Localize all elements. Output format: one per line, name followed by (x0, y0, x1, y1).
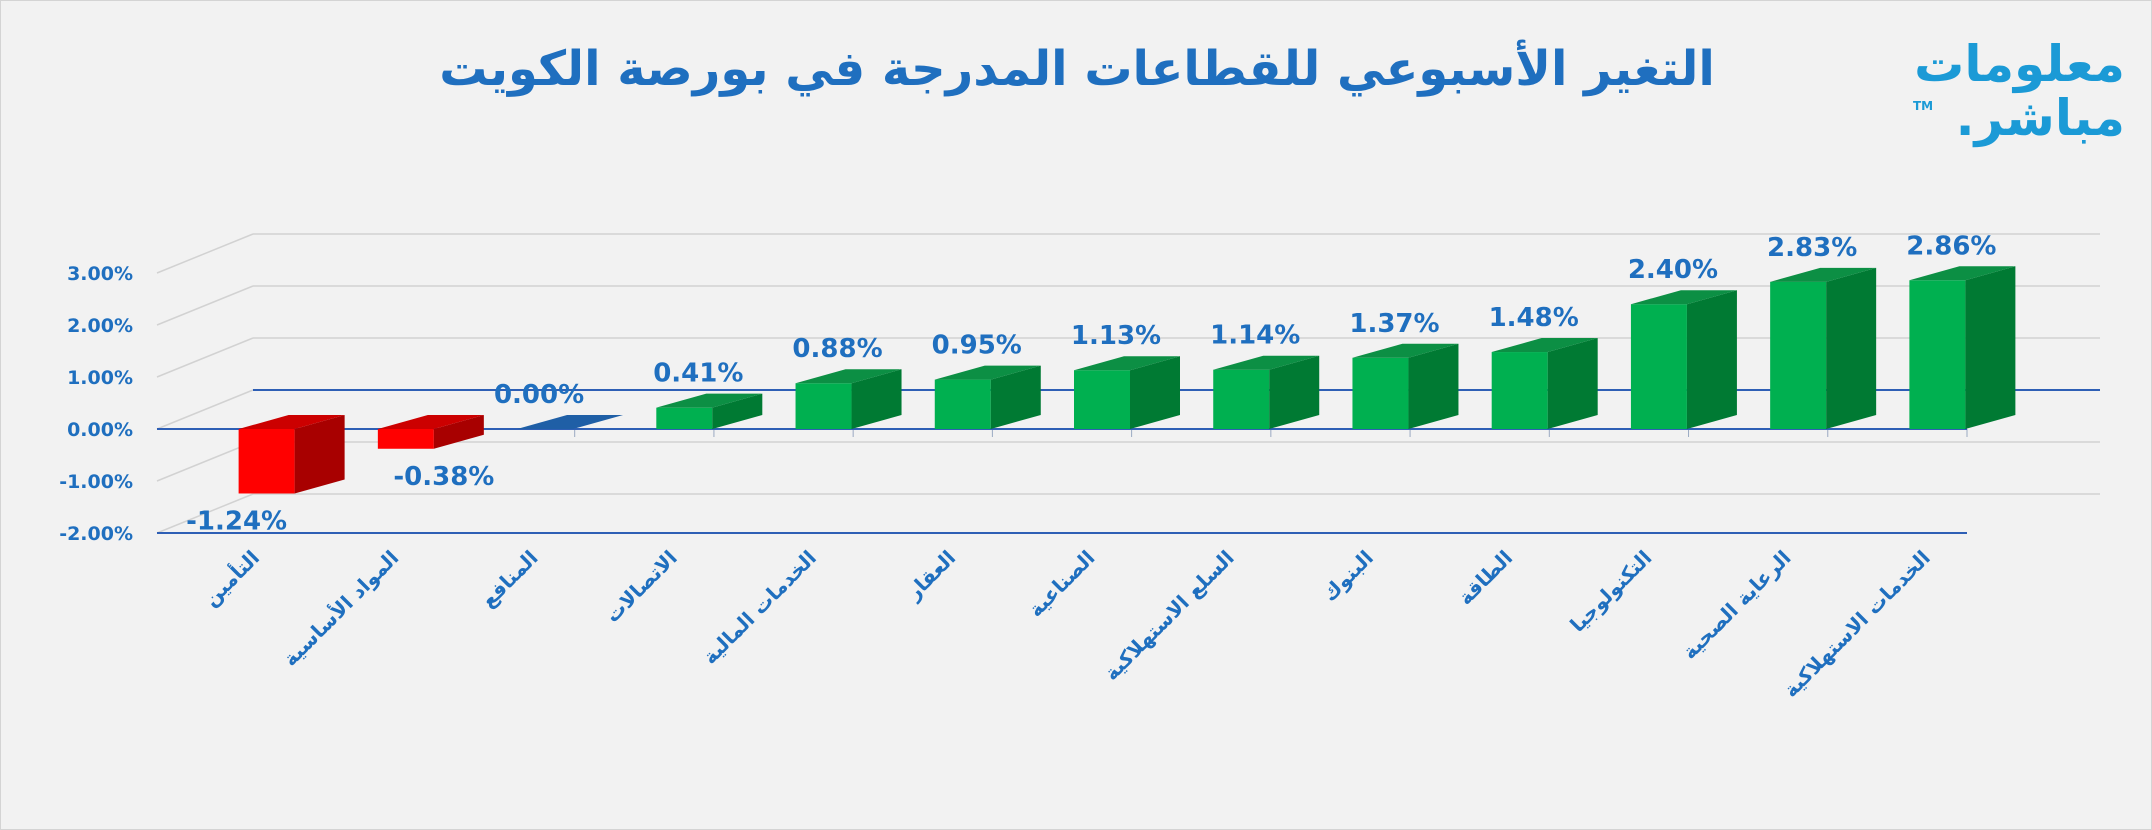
x-category-label: الرعاية الصحية (1677, 546, 1795, 664)
bars (238, 266, 2016, 494)
bar-front (238, 429, 295, 494)
bar-front (1074, 370, 1130, 429)
bar-side (1547, 338, 1598, 429)
bar (1352, 343, 1459, 429)
data-label: 0.88% (792, 334, 882, 364)
x-category-label: السلع الاستهلاكية (1099, 546, 1239, 686)
bar-side (712, 393, 763, 429)
bar (1909, 266, 2016, 429)
data-labels: -1.24% -0.38% 0.00% 0.41% 0.88% 0.95% 1.13% 1.1… (186, 231, 1996, 536)
bar-front (1909, 280, 1966, 429)
data-label: 2.86% (1906, 231, 1996, 261)
bar-side (1826, 267, 1877, 429)
bar-side (1408, 343, 1459, 429)
data-label: -0.38% (393, 462, 494, 492)
data-label: 0.41% (653, 359, 743, 389)
bar-side (1130, 356, 1180, 429)
bar (1770, 267, 1877, 429)
bar-top (656, 393, 763, 408)
y-tick-label: 0.00% (67, 419, 133, 441)
data-label: 1.14% (1210, 321, 1300, 351)
bar-side (1965, 266, 2016, 429)
y-tick-label: -1.00% (59, 471, 133, 493)
bar (517, 415, 624, 429)
bar-top (377, 415, 484, 429)
bar-front (1491, 352, 1548, 429)
bar-front (795, 383, 852, 429)
data-label: 1.48% (1489, 303, 1579, 333)
bar-top (1491, 338, 1598, 353)
x-category-label: المنافع (476, 546, 543, 613)
y-tick-label: 3.00% (67, 263, 133, 285)
x-category-label: العقار (901, 546, 960, 605)
bar-top (1213, 355, 1320, 370)
x-category-label: الصناعية (1023, 546, 1099, 622)
x-category-label: الخدمات المالية (698, 546, 821, 669)
x-category-label: الطاقة (1453, 546, 1517, 610)
bar-front (1213, 369, 1270, 429)
bar (795, 369, 902, 429)
data-label: 2.40% (1628, 255, 1718, 285)
data-label: 2.83% (1767, 233, 1857, 263)
x-category-label: الخدمات الاستهلاكية (1779, 546, 1935, 702)
bar-top (238, 415, 345, 429)
bar-top (1630, 290, 1737, 305)
bar-side (851, 369, 902, 429)
bar-front (1770, 281, 1827, 429)
bar (1491, 338, 1598, 429)
data-label: 1.37% (1349, 309, 1439, 339)
bar-top (1352, 343, 1459, 358)
bar (1630, 290, 1737, 429)
bar (656, 393, 763, 429)
bar-front (377, 429, 434, 449)
bar-top (1909, 266, 2016, 281)
data-label: 0.95% (932, 331, 1022, 361)
bar-top (934, 365, 1041, 380)
y-tick-label: 2.00% (67, 315, 133, 337)
bar-side (1269, 355, 1320, 429)
bar-top (1074, 356, 1180, 371)
bar-front (1630, 304, 1687, 429)
bar-front (1352, 357, 1409, 429)
bar-top (1770, 267, 1877, 282)
bar-front (656, 407, 713, 429)
data-label: 0.00% (494, 380, 584, 410)
x-category-label: البنوك (1317, 546, 1378, 607)
x-category-labels: التأمين المواد الأساسية المنافع الاتصالات ال… (197, 544, 1935, 702)
side-gridline (156, 285, 254, 326)
y-tick-label: 1.00% (67, 367, 133, 389)
x-category-label: المواد الأساسية (277, 545, 403, 671)
x-category-label: التكنولوجيا (1565, 546, 1656, 637)
bar-side (1686, 290, 1737, 429)
data-label: -1.24% (186, 506, 287, 536)
logo-trademark: TM (1913, 99, 1934, 113)
side-gridline (156, 389, 254, 430)
bar-top (795, 369, 902, 384)
bar (934, 365, 1041, 429)
bar (1213, 355, 1320, 429)
logo-line1: معلومات (1914, 35, 2125, 93)
side-gridline (156, 337, 254, 378)
bar-side (990, 365, 1041, 429)
bar-top (517, 415, 624, 429)
bar (1074, 356, 1180, 429)
side-gridline (156, 493, 254, 534)
mubasher-logo: معلومات مباشر. TM (1905, 33, 2125, 153)
side-gridline (156, 441, 254, 482)
y-tick-labels: 3.00% 2.00% 1.00% 0.00% -1.00% -2.00% (59, 263, 133, 545)
bar-side (433, 415, 484, 449)
bar-side (294, 415, 345, 494)
x-category-label: التأمين (197, 544, 264, 611)
data-label: 1.13% (1071, 321, 1161, 351)
y-tick-label: -2.00% (59, 523, 133, 545)
x-category-label: الاتصالات (600, 546, 682, 628)
bar-front (934, 379, 991, 429)
bar (377, 415, 484, 449)
side-gridline (156, 233, 254, 274)
chart-title: التغير الأسبوعي للقطاعات المدرجة في بورص… (439, 41, 1715, 97)
bar (238, 415, 345, 494)
logo-line2: مباشر. (1955, 89, 2125, 147)
